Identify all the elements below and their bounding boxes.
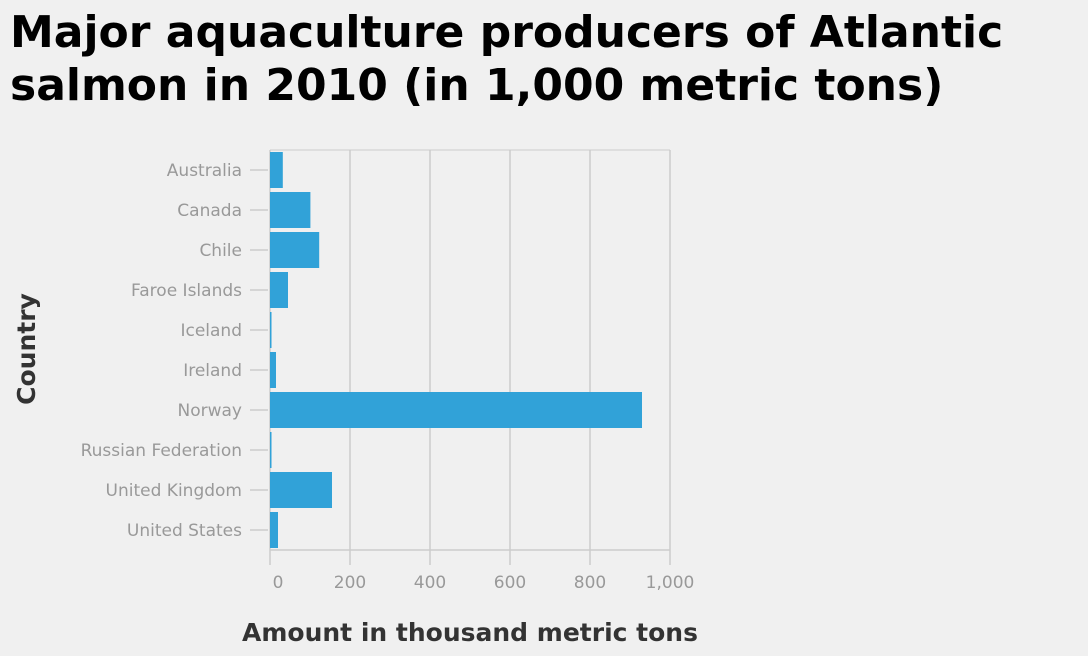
y-axis-ticks: Australia Canada Chile Faroe Islands Iceland… — [81, 161, 268, 541]
grid-lines — [269, 149, 671, 565]
bar — [270, 472, 332, 508]
y-tick-label: Canada — [177, 201, 242, 221]
y-tick-label: Norway — [178, 401, 243, 421]
y-tick-label: Russian Federation — [81, 441, 242, 461]
y-tick-label: Chile — [199, 241, 242, 261]
bar — [270, 152, 283, 188]
chart-title: Major aquaculture producers of Atlantic … — [10, 7, 1004, 111]
bar — [270, 392, 642, 428]
x-tick-label: 0 — [273, 573, 284, 593]
y-tick-label: Iceland — [180, 321, 242, 341]
x-tick-label: 400 — [414, 573, 446, 593]
x-tick-label: 800 — [574, 573, 606, 593]
y-tick-label: Faroe Islands — [131, 281, 242, 301]
x-tick-label: 1,000 — [646, 573, 695, 593]
bar — [270, 352, 276, 388]
x-tick-label: 200 — [334, 573, 366, 593]
y-tick-label: United States — [127, 521, 242, 541]
bar — [270, 312, 272, 348]
bars — [270, 152, 642, 548]
bar — [270, 272, 288, 308]
y-axis-title: Country — [12, 293, 41, 405]
bar — [270, 512, 278, 548]
bar — [270, 192, 311, 228]
bar — [270, 432, 272, 468]
x-tick-label: 600 — [494, 573, 526, 593]
y-tick-label: United Kingdom — [106, 481, 242, 501]
x-axis-title: Amount in thousand metric tons — [242, 618, 698, 647]
bar — [270, 232, 320, 268]
y-tick-label: Ireland — [183, 361, 242, 381]
y-tick-label: Australia — [167, 161, 242, 181]
x-axis-ticks: 0 200 400 600 800 1,000 — [273, 573, 695, 593]
